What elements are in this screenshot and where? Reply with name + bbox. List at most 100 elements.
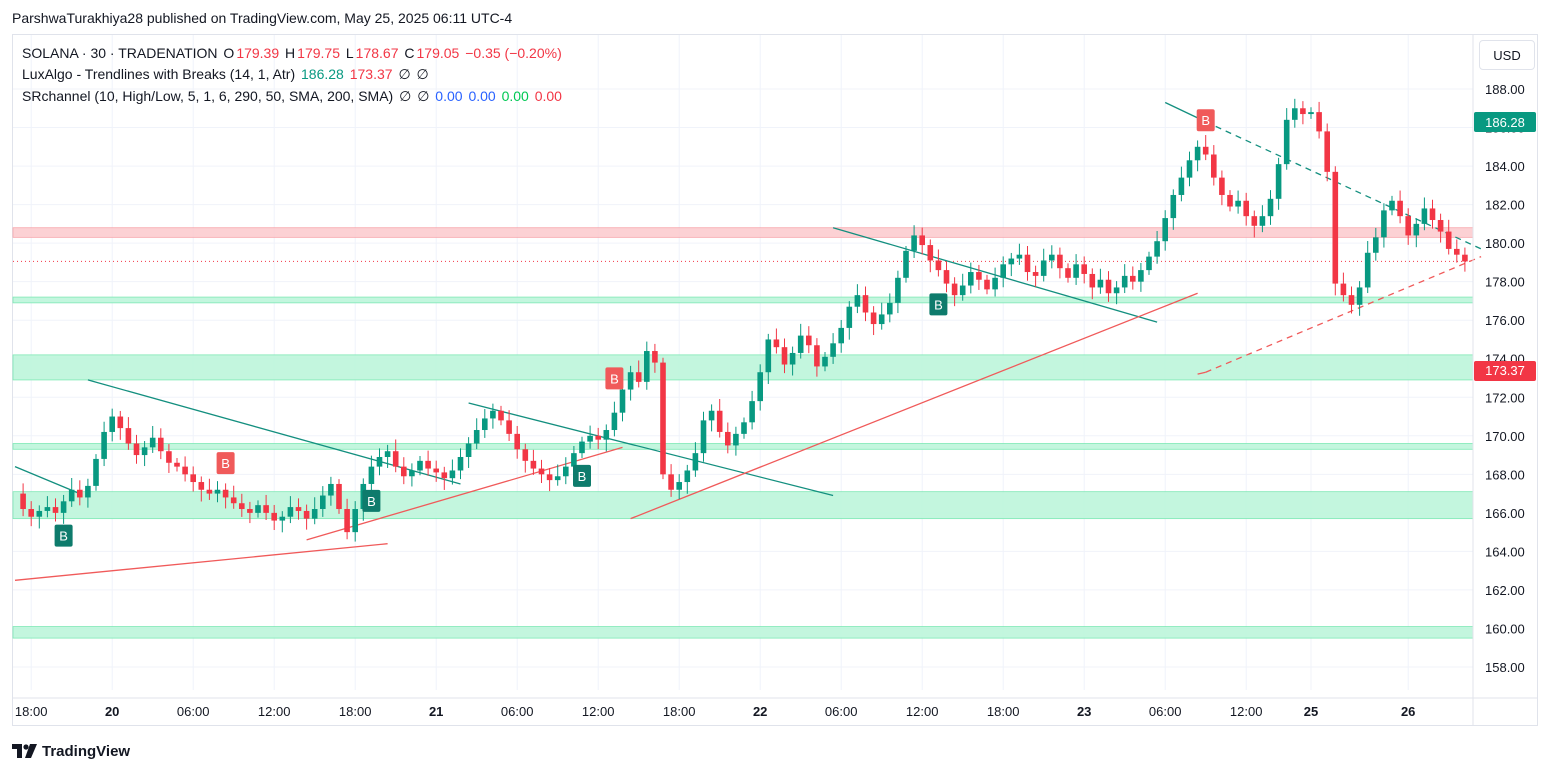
- marker-label: B: [610, 371, 619, 386]
- bearish-candle: [1251, 216, 1258, 226]
- bearish-break-marker: B: [1196, 109, 1215, 132]
- indicator1-value-lower: 173.37: [349, 66, 393, 82]
- bullish-candle: [1113, 287, 1120, 294]
- bearish-candle: [1462, 254, 1468, 262]
- bearish-candle: [1202, 146, 1209, 155]
- bearish-candle: [773, 339, 780, 348]
- bullish-break-marker: B: [54, 524, 73, 547]
- bearish-candle: [425, 460, 431, 469]
- bullish-candle: [603, 430, 610, 440]
- bullish-break-marker: B: [929, 293, 948, 316]
- indicator2-name[interactable]: SRchannel (10, High/Low, 5, 1, 6, 290, 5…: [22, 88, 394, 104]
- srchannel-indicator-legend: SRchannel (10, High/Low, 5, 1, 6, 290, 5…: [22, 88, 564, 105]
- bearish-candle: [498, 410, 504, 421]
- bearish-candle: [441, 472, 448, 479]
- support-zone: [12, 296, 1474, 304]
- bearish-candle: [1065, 268, 1071, 278]
- bullish-candle: [1121, 275, 1128, 288]
- symbol-line[interactable]: SOLANA · 30 · TRADENATION: [22, 45, 218, 61]
- bearish-candle: [716, 410, 723, 432]
- y-tick-label: 166.00: [1485, 506, 1525, 521]
- x-tick-label: 26: [1401, 704, 1415, 719]
- bullish-candle: [887, 302, 893, 315]
- bullish-candle: [1000, 264, 1006, 278]
- bearish-candle: [1397, 200, 1403, 217]
- bullish-candle: [579, 441, 585, 454]
- bearish-candle: [174, 462, 180, 467]
- break-markers: B B B B B B B: [54, 109, 1215, 547]
- indicator1-name[interactable]: LuxAlgo - Trendlines with Breaks (14, 1,…: [22, 66, 296, 82]
- y-tick-label: 180.00: [1485, 236, 1525, 251]
- bearish-candle: [635, 372, 642, 382]
- bullish-candle: [141, 447, 148, 456]
- bearish-candle: [125, 428, 132, 444]
- bullish-candle: [287, 507, 294, 517]
- marker-box: [216, 452, 235, 475]
- bearish-candle: [1429, 208, 1436, 221]
- x-tick-label: 12:00: [1230, 704, 1263, 719]
- bullish-candle: [757, 372, 763, 402]
- bullish-candle: [644, 351, 650, 382]
- symbol-legend: SOLANA · 30 · TRADENATION O 179.39 H 179.7…: [22, 45, 564, 61]
- bearish-candle: [1340, 283, 1347, 296]
- bearish-candle: [1405, 216, 1411, 236]
- bearish-candle: [806, 335, 812, 346]
- bearish-candle: [239, 503, 245, 510]
- lower-trendline-price-tag: 173.37: [1474, 360, 1536, 381]
- bearish-candle: [198, 482, 205, 490]
- tradingview-logo[interactable]: TradingView: [12, 740, 130, 762]
- marker-label: B: [221, 456, 230, 471]
- marker-label: B: [934, 297, 943, 312]
- bearish-candle: [271, 512, 277, 521]
- bearish-candle: [28, 509, 34, 517]
- marker-box: [605, 367, 624, 390]
- bullish-candle: [1040, 260, 1047, 276]
- y-tick-label: 188.00: [1485, 82, 1525, 97]
- x-tick-label: 12:00: [582, 704, 615, 719]
- bearish-candle: [1024, 254, 1031, 273]
- axes: 158.00 160.00 162.00 164.00 166.00 168.00 170.…: [13, 35, 1538, 726]
- bearish-candle: [344, 509, 350, 533]
- bullish-candle: [692, 453, 699, 471]
- bullish-candle: [1162, 218, 1168, 242]
- bearish-candle: [668, 474, 674, 490]
- support-zone: [12, 491, 1474, 520]
- support-trendline: [306, 446, 623, 541]
- open-label: O: [223, 45, 235, 61]
- bearish-candle: [862, 295, 869, 313]
- x-tick-label: 06:00: [501, 704, 534, 719]
- support-trendline: [630, 292, 1198, 520]
- bullish-candle: [587, 435, 593, 442]
- marker-box: [54, 524, 73, 547]
- bullish-candle: [409, 470, 415, 477]
- bullish-candle: [1275, 164, 1282, 199]
- bullish-candle: [1267, 198, 1274, 217]
- x-tick-label: 12:00: [258, 704, 291, 719]
- bullish-candle: [741, 422, 747, 434]
- upper-trendline-price-tag: 186.28: [1474, 112, 1536, 133]
- bearish-candle: [943, 270, 950, 284]
- bullish-candle: [684, 470, 691, 483]
- marker-label: B: [59, 529, 68, 544]
- x-tick-label: 21: [429, 704, 443, 719]
- bullish-candle: [992, 277, 998, 290]
- bearish-candle: [158, 437, 164, 452]
- bullish-candle: [490, 410, 496, 419]
- bearish-candle: [295, 507, 302, 511]
- bullish-break-marker: B: [362, 489, 381, 512]
- bullish-candle: [1138, 270, 1144, 282]
- bullish-candle: [109, 416, 115, 432]
- bearish-candle: [336, 483, 342, 510]
- bullish-candle: [749, 401, 755, 423]
- resistance-trendline: [468, 402, 834, 497]
- bearish-candle: [660, 362, 666, 475]
- y-tick-label: 162.00: [1485, 583, 1525, 598]
- bearish-candle: [1332, 171, 1339, 284]
- bullish-candle: [611, 412, 618, 431]
- y-tick-label: 184.00: [1485, 159, 1525, 174]
- bullish-candle: [1073, 264, 1079, 278]
- x-tick-label: 22: [753, 704, 767, 719]
- currency-selector[interactable]: USD: [1479, 40, 1535, 70]
- bearish-candle: [401, 466, 407, 477]
